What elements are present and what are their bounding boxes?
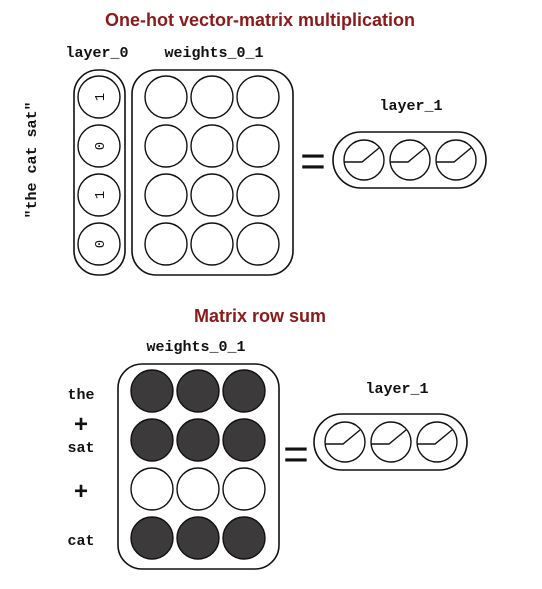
layer1-node xyxy=(370,421,412,463)
layer1-node xyxy=(416,421,458,463)
weight-node xyxy=(176,418,220,462)
activation-curve xyxy=(417,429,453,445)
layer0-node: 1 xyxy=(77,75,121,119)
row-words: the + sat + cat xyxy=(67,387,94,550)
weight-node xyxy=(130,418,174,462)
bottom-title: Matrix row sum xyxy=(194,306,326,326)
layer0-node: 0 xyxy=(77,124,121,168)
layer1-node xyxy=(389,139,431,181)
layer0-nodes: 1 0 1 0 xyxy=(77,75,121,266)
weight-node xyxy=(176,516,220,560)
top-layer1-nodes xyxy=(343,139,477,181)
row-word-label: the xyxy=(67,387,94,404)
weight-node xyxy=(190,173,234,217)
activation-curve xyxy=(344,147,380,163)
top-layer1-label: layer_1 xyxy=(379,98,442,115)
top-layer1-container xyxy=(332,131,487,189)
top-equals-sign: = xyxy=(300,137,326,186)
sentence-label: "the cat sat" xyxy=(24,101,41,218)
layer0-value: 0 xyxy=(93,142,109,150)
weight-node xyxy=(144,124,188,168)
bottom-layer1-container xyxy=(313,413,468,471)
weight-node xyxy=(236,222,280,266)
weight-node xyxy=(190,124,234,168)
layer0-node: 0 xyxy=(77,222,121,266)
top-weights-container xyxy=(131,69,294,276)
weight-node xyxy=(144,75,188,119)
bottom-layer1-label: layer_1 xyxy=(365,381,428,398)
row-word-label: sat xyxy=(67,440,94,457)
weight-node xyxy=(190,75,234,119)
weight-node xyxy=(222,369,266,413)
layer1-node xyxy=(435,139,477,181)
weight-node xyxy=(222,516,266,560)
layer1-node xyxy=(324,421,366,463)
weight-node xyxy=(144,173,188,217)
top-title: One-hot vector-matrix multiplication xyxy=(105,10,415,30)
plus-sign: + xyxy=(74,478,88,505)
activation-curve xyxy=(371,429,407,445)
activation-curve xyxy=(325,429,361,445)
plus-sign: + xyxy=(74,411,88,438)
activation-curve xyxy=(390,147,426,163)
weight-node xyxy=(130,369,174,413)
bottom-weights-nodes xyxy=(130,369,266,560)
layer0-label: layer_0 xyxy=(65,45,128,62)
weight-node xyxy=(236,124,280,168)
layer0-value: 0 xyxy=(93,240,109,248)
activation-curve xyxy=(436,147,472,163)
bottom-weights-label: weights_0_1 xyxy=(146,339,245,356)
weight-node xyxy=(176,467,220,511)
weight-node xyxy=(222,418,266,462)
bottom-weights-container xyxy=(117,363,280,570)
top-weights-nodes xyxy=(144,75,280,266)
layer1-node xyxy=(343,139,385,181)
layer0-container xyxy=(73,69,126,276)
row-word-label: cat xyxy=(67,533,94,550)
layer0-value: 1 xyxy=(93,191,109,199)
weight-node xyxy=(190,222,234,266)
layer0-node: 1 xyxy=(77,173,121,217)
weight-node xyxy=(144,222,188,266)
weight-node xyxy=(236,173,280,217)
weight-node xyxy=(130,467,174,511)
layer0-value: 1 xyxy=(93,93,109,101)
weight-node xyxy=(222,467,266,511)
weight-node xyxy=(176,369,220,413)
top-weights-label: weights_0_1 xyxy=(164,45,263,62)
weight-node xyxy=(130,516,174,560)
bottom-equals-sign: = xyxy=(283,430,309,479)
bottom-layer1-nodes xyxy=(324,421,458,463)
weight-node xyxy=(236,75,280,119)
